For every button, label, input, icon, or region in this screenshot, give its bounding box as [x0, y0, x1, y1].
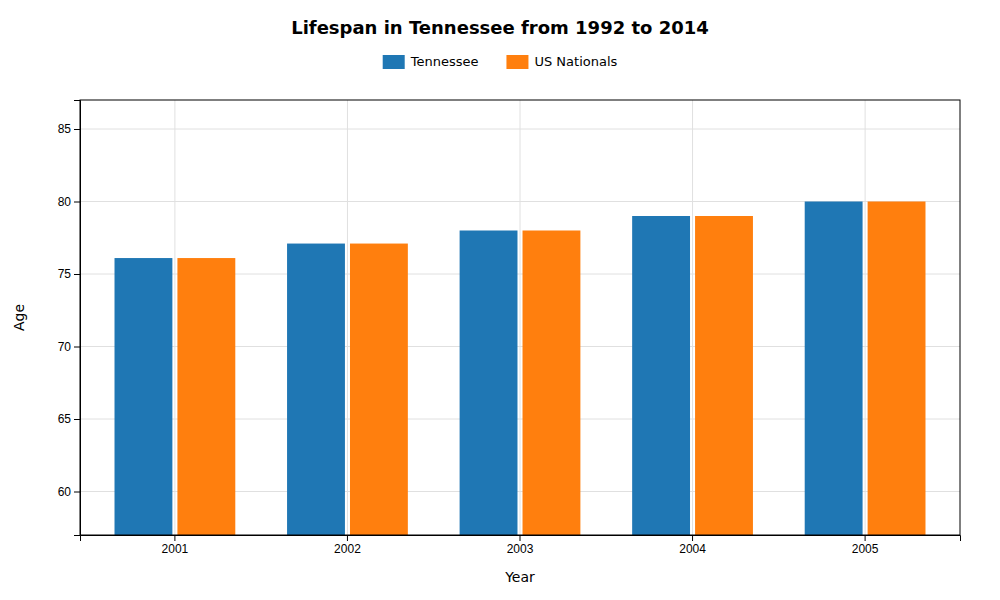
bar — [115, 258, 173, 535]
x-tick: 2005 — [852, 535, 879, 556]
bar — [868, 202, 926, 536]
x-tick-label: 2001 — [162, 542, 189, 556]
x-tick-mark — [347, 535, 348, 541]
legend: Tennessee US Nationals — [383, 54, 618, 69]
y-tick: 80 — [58, 195, 80, 209]
x-grid-line — [347, 100, 348, 535]
legend-swatch — [506, 55, 528, 69]
bar — [632, 216, 690, 535]
grid — [80, 100, 960, 535]
y-tick-label: 85 — [58, 122, 72, 136]
x-tick-mark — [520, 535, 521, 541]
x-tick: 2003 — [507, 535, 534, 556]
legend-label: US Nationals — [534, 54, 617, 69]
x-grid-line — [520, 100, 521, 535]
bar — [177, 258, 235, 535]
bar — [523, 231, 581, 536]
legend-item: Tennessee — [383, 54, 479, 69]
x-grid-line — [692, 100, 693, 535]
x-tick: 2001 — [162, 535, 189, 556]
y-tick-mark — [74, 347, 80, 348]
bar — [350, 244, 408, 535]
legend-swatch — [383, 55, 405, 69]
y-tick-label: 80 — [58, 195, 72, 209]
y-tick-label: 65 — [58, 412, 72, 426]
bar — [287, 244, 345, 535]
chart-title: Lifespan in Tennessee from 1992 to 2014 — [291, 17, 709, 38]
x-axis-line — [81, 536, 961, 542]
y-tick: 75 — [58, 267, 80, 281]
x-tick-label: 2005 — [852, 542, 879, 556]
bars — [115, 202, 926, 536]
x-tick-label: 2003 — [507, 542, 534, 556]
x-axis: 2001 2002 2003 2004 2005 — [81, 535, 961, 556]
x-axis-title: Year — [504, 569, 535, 585]
x-tick-mark — [692, 535, 693, 541]
y-axis: 60 65 70 75 80 85 — [58, 101, 81, 536]
x-grid-line — [174, 100, 175, 535]
y-tick: 65 — [58, 412, 80, 426]
x-tick: 2002 — [334, 535, 361, 556]
y-tick: 70 — [58, 340, 80, 354]
bar — [460, 231, 518, 536]
y-tick-label: 70 — [58, 340, 72, 354]
y-tick: 85 — [58, 122, 80, 136]
x-tick-label: 2002 — [334, 542, 361, 556]
bar-series — [115, 202, 863, 536]
y-tick-mark — [74, 419, 80, 420]
legend-item: US Nationals — [506, 54, 617, 69]
bar — [695, 216, 753, 535]
y-tick-mark — [74, 274, 80, 275]
plot-frame — [80, 100, 960, 535]
y-tick: 60 — [58, 485, 80, 499]
y-axis-title: Age — [11, 304, 27, 331]
chart-svg: 60 65 70 75 80 85 2001 2002 2003 2004 2005 Year Age L… — [0, 0, 1000, 600]
y-tick-mark — [74, 202, 80, 203]
bar — [805, 202, 863, 536]
x-tick-label: 2004 — [679, 542, 706, 556]
y-axis-line — [74, 101, 81, 536]
y-tick-mark — [74, 492, 80, 493]
bar-series — [177, 202, 925, 536]
x-tick-mark — [865, 535, 866, 541]
x-tick: 2004 — [679, 535, 706, 556]
plot-area: 60 65 70 75 80 85 2001 2002 2003 2004 2005 — [58, 100, 961, 556]
legend-label: Tennessee — [410, 54, 479, 69]
x-tick-mark — [174, 535, 175, 541]
y-tick-label: 60 — [58, 485, 72, 499]
y-tick-label: 75 — [58, 267, 72, 281]
x-grid-line — [865, 100, 866, 535]
y-tick-mark — [74, 129, 80, 130]
